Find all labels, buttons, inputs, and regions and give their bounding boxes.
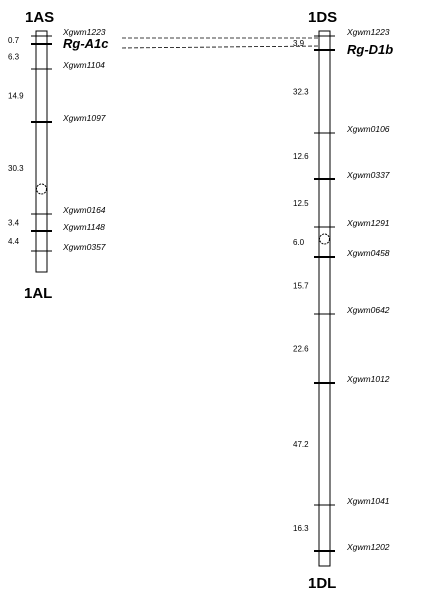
chromosome-1d-interval-distance: 3.9 (293, 39, 305, 48)
chromosome-1d-gene-label: Rg-D1b (347, 42, 393, 57)
chromosome-1a-marker-label: Xgwm1097 (62, 113, 106, 123)
homology-links (121, 37, 319, 49)
chromosome-1d-interval-distance: 22.6 (293, 345, 309, 354)
chromosome-1d-marker-label: Xgwm0337 (346, 170, 390, 180)
chromosome-1d-interval-distance: 12.5 (293, 199, 309, 208)
chromosome-1a-marker-label: Xgwm1148 (62, 222, 105, 232)
chromosome-1d-marker-label: Xgwm0458 (346, 248, 390, 258)
chromosome-1d-markers: Xgwm1223 3.9 Rg-D1b 32.3 Xgwm0106 12.6 Xgwm033… (293, 27, 393, 552)
chromosome-1a-bar (35, 30, 48, 273)
chromosome-1d-marker-label: Xgwm1012 (346, 374, 390, 384)
chromosome-1d-top-label: 1DS (308, 9, 337, 26)
chromosome-1d-interval-distance: 6.0 (293, 238, 305, 247)
chromosome-1d-bar (318, 30, 331, 567)
chromosome-1a-interval-distance: 30.3 (8, 164, 24, 173)
chromosome-1a-centromere (36, 183, 47, 195)
chromosome-1d-marker-label: Xgwm0642 (346, 305, 390, 315)
chromosome-1d-interval-distance: 16.3 (293, 524, 309, 533)
chromosome-1d-marker-label: Xgwm1223 (346, 27, 390, 37)
homology-link (121, 45, 319, 49)
chromosome-1a-bottom-label: 1AL (24, 285, 52, 302)
chromosome-1a-interval-distance: 6.3 (8, 53, 20, 62)
chromosome-1d-marker-label: Xgwm0106 (346, 124, 390, 134)
chromosome-1a-marker-label: Xgwm1223 (62, 27, 106, 37)
chromosome-1a-top-label: 1AS (25, 9, 54, 26)
chromosome-1a-interval-distance: 0.7 (8, 36, 20, 45)
chromosome-1a-markers: Xgwm1223 0.7 Rg-A1c 6.3 Xgwm1104 14.9 Xgwm1097… (8, 27, 109, 252)
chromosome-1d-centromere (319, 233, 330, 245)
chromosome-1d-interval-distance: 15.7 (293, 282, 309, 291)
chromosome-1a-marker-label: Xgwm0164 (62, 205, 106, 215)
chromosome-1d-marker-label: Xgwm1202 (346, 542, 390, 552)
chromosome-1a-interval-distance: 3.4 (8, 219, 20, 228)
chromosome-1d-interval-distance: 32.3 (293, 88, 309, 97)
chromosome-1a-marker-label: Xgwm0357 (62, 242, 106, 252)
chromosome-1d-bottom-label: 1DL (308, 575, 336, 592)
chromosome-1d-interval-distance: 12.6 (293, 152, 309, 161)
chromosome-1a-interval-distance: 14.9 (8, 92, 24, 101)
chromosome-1d-marker-label: Xgwm1041 (346, 496, 390, 506)
chromosome-1a-marker-label: Xgwm1104 (62, 60, 105, 70)
chromosome-1a-interval-distance: 4.4 (8, 237, 20, 246)
chromosome-1d-interval-distance: 47.2 (293, 440, 309, 449)
chromosome-1d-marker-label: Xgwm1291 (346, 218, 390, 228)
chromosome-1a-gene-label: Rg-A1c (63, 36, 109, 51)
